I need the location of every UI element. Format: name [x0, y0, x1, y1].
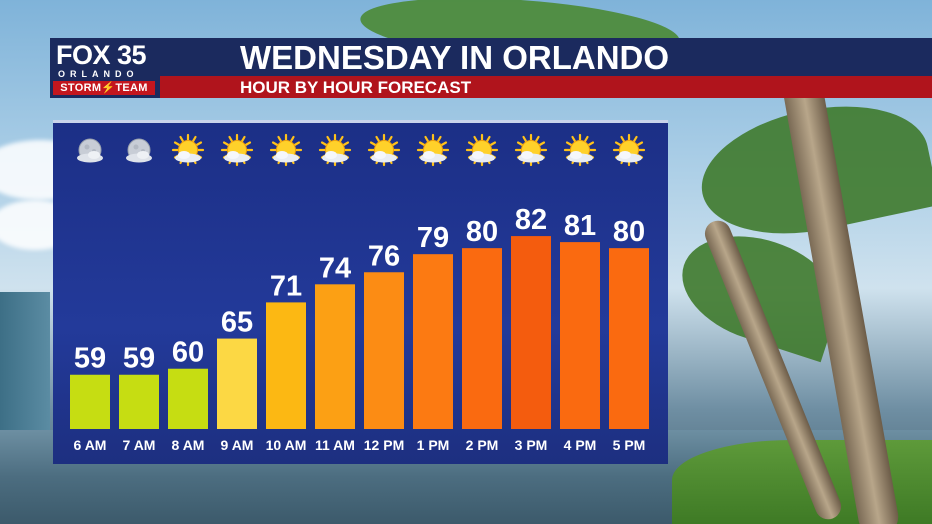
sun-cloud-icon [465, 133, 499, 167]
moon-cloud-icon [77, 138, 103, 163]
building [0, 292, 50, 432]
sun-cloud-icon [514, 133, 548, 167]
page-title: WEDNESDAY IN ORLANDO [240, 39, 670, 76]
bar-12-pm [364, 272, 404, 429]
x-tick-label: 8 AM [172, 437, 205, 453]
sun-cloud-icon [416, 133, 450, 167]
data-label: 59 [74, 343, 106, 375]
bar-2-pm [462, 248, 502, 429]
logo-storm-team: STORM⚡TEAM [53, 81, 155, 95]
x-tick-label: 5 PM [613, 437, 646, 453]
logo-fox-text: FOX 35 [56, 40, 147, 70]
bar-6-am [70, 374, 110, 429]
moon-cloud-icon [126, 138, 152, 163]
fox35-logo: FOX 35 ORLANDO STORM⚡TEAM [50, 38, 160, 98]
sun-cloud-icon [318, 133, 352, 167]
data-label: 74 [319, 252, 351, 284]
bar-4-pm [560, 242, 600, 429]
sun-cloud-icon [367, 133, 401, 167]
x-tick-label: 11 AM [315, 437, 355, 453]
bar-5-pm [609, 248, 649, 429]
x-tick-label: 4 PM [564, 437, 597, 453]
data-label: 71 [270, 270, 302, 302]
data-label: 60 [172, 337, 204, 369]
x-tick-label: 12 PM [364, 437, 404, 453]
bar-9-am [217, 338, 257, 429]
x-tick-label: 1 PM [417, 437, 450, 453]
page-subtitle: HOUR BY HOUR FORECAST [240, 78, 472, 97]
bar-7-am [119, 374, 159, 429]
sun-cloud-icon [563, 133, 597, 167]
data-label: 65 [221, 307, 253, 339]
data-label: 79 [417, 222, 449, 254]
data-label: 82 [515, 204, 547, 236]
data-label: 80 [466, 216, 498, 248]
bar-11-am [315, 284, 355, 429]
sun-cloud-icon [220, 133, 254, 167]
bar-10-am [266, 302, 306, 429]
x-tick-label: 9 AM [221, 437, 254, 453]
x-tick-label: 10 AM [266, 437, 307, 453]
x-tick-label: 3 PM [515, 437, 548, 453]
data-label: 59 [123, 343, 155, 375]
forecast-panel: 59 6 AM 59 7 AM 60 8 AM 65 9 AM 71 10 AM 74 11 AM 76… [53, 120, 668, 464]
sun-cloud-icon [171, 133, 205, 167]
data-label: 81 [564, 210, 596, 242]
sun-cloud-icon [612, 133, 646, 167]
hourly-temperature-chart: 59 6 AM 59 7 AM 60 8 AM 65 9 AM 71 10 AM 74 11 AM 76… [70, 133, 649, 453]
header-bar [50, 38, 932, 76]
bar-3-pm [511, 236, 551, 429]
bar-8-am [168, 368, 208, 429]
sun-cloud-icon [269, 133, 303, 167]
data-label: 76 [368, 240, 400, 272]
subheader-bar [160, 76, 932, 98]
bar-1-pm [413, 254, 453, 429]
data-label: 80 [613, 216, 645, 248]
logo-city-text: ORLANDO [58, 69, 139, 79]
x-tick-label: 6 AM [74, 437, 107, 453]
x-tick-label: 2 PM [466, 437, 499, 453]
x-tick-label: 7 AM [123, 437, 156, 453]
